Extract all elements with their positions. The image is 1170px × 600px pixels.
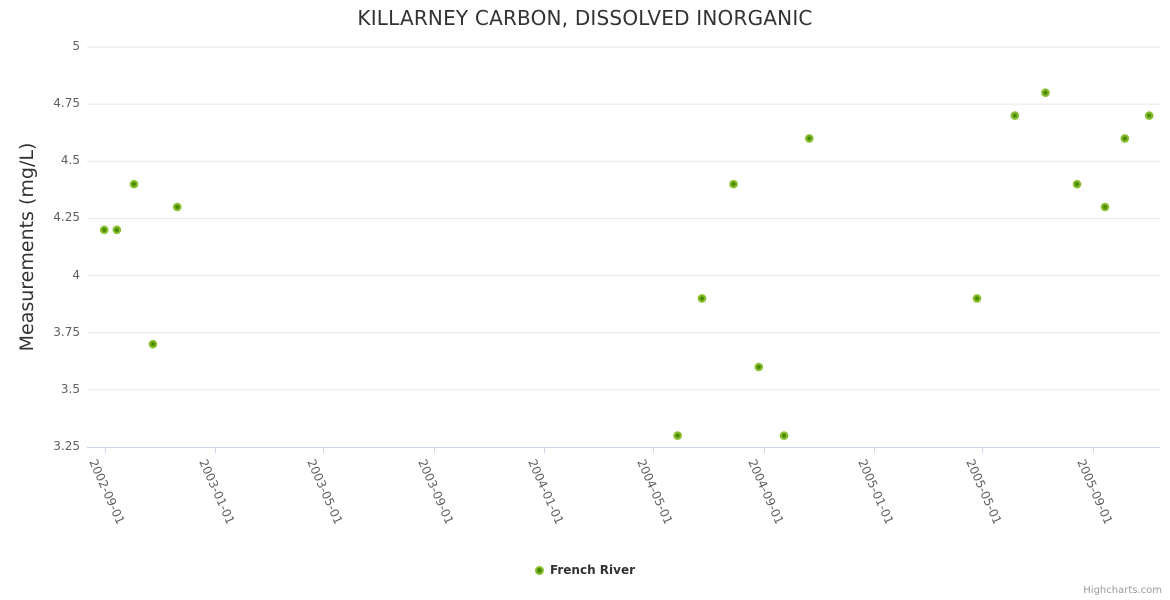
data-point[interactable] (972, 294, 982, 303)
legend-item-french-river[interactable]: French River (534, 563, 636, 577)
highcharts-credit-link[interactable]: Highcharts.com (1083, 585, 1162, 596)
data-point[interactable] (779, 431, 789, 440)
data-point[interactable] (148, 339, 158, 349)
data-point[interactable] (1072, 179, 1082, 189)
data-point[interactable] (99, 225, 109, 235)
y-tick-label: 3.25 (53, 439, 80, 453)
y-tick-label: 5 (72, 39, 80, 53)
y-tick-label: 4.5 (60, 153, 80, 168)
data-point[interactable] (1010, 111, 1020, 120)
data-point[interactable] (754, 362, 764, 372)
chart-title: KILLARNEY CARBON, DISSOLVED INORGANIC (357, 6, 813, 30)
legend-series-label: French River (549, 563, 636, 577)
data-point[interactable] (1041, 88, 1050, 98)
data-point[interactable] (129, 179, 139, 189)
data-point[interactable] (673, 431, 682, 440)
data-point[interactable] (1100, 202, 1110, 212)
data-point[interactable] (697, 294, 707, 303)
data-point[interactable] (1144, 111, 1154, 120)
y-tick-label: 4.25 (53, 210, 80, 225)
data-point[interactable] (112, 225, 122, 235)
y-tick-label: 4.75 (53, 96, 80, 111)
y-tick-label: 3.75 (53, 324, 80, 339)
y-tick-label: 3.5 (60, 381, 80, 396)
data-point[interactable] (1120, 134, 1130, 143)
series-marker-icon (534, 565, 544, 575)
data-point[interactable] (729, 179, 738, 189)
data-point[interactable] (804, 134, 814, 143)
y-tick-label: 4 (72, 267, 80, 282)
data-point[interactable] (172, 202, 182, 212)
